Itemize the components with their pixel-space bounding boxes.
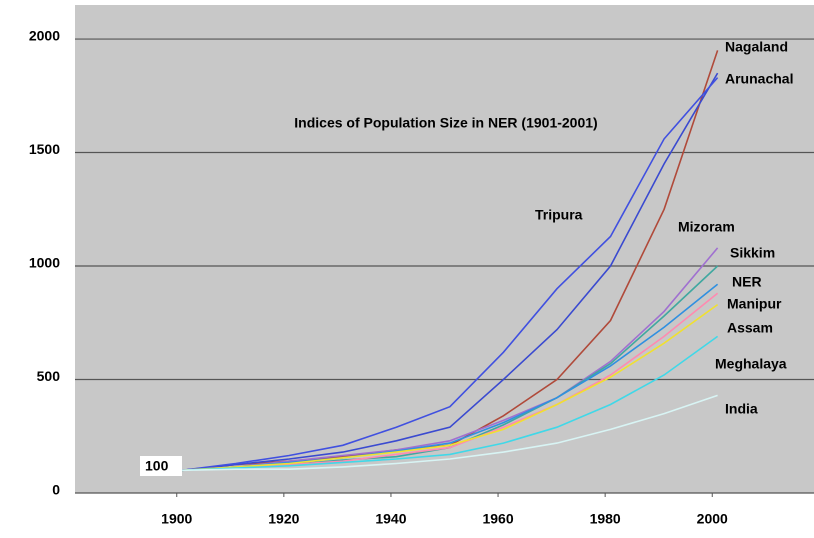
- series-label: Tripura: [535, 207, 583, 223]
- x-tick-label: 1980: [590, 511, 621, 527]
- y-tick-label: 1000: [29, 255, 60, 271]
- plot-area: [75, 5, 814, 493]
- x-tick-label: 2000: [697, 511, 728, 527]
- label-box: [140, 456, 182, 476]
- y-tick-label: 2000: [29, 28, 60, 44]
- series-line: [182, 335, 719, 472]
- series-label: Nagaland: [725, 39, 788, 55]
- series-line: [181, 77, 719, 472]
- series-label: India: [725, 401, 758, 417]
- x-tick-label: 1940: [375, 511, 406, 527]
- x-tick-label: 1960: [482, 511, 513, 527]
- y-tick-label: 1500: [29, 141, 60, 157]
- series-label: Arunachal: [725, 71, 793, 87]
- series-label: Meghalaya: [715, 356, 787, 372]
- series-line: [182, 72, 719, 472]
- x-tick-label: 1920: [268, 511, 299, 527]
- series-label: Assam: [727, 320, 773, 336]
- series-line: [182, 394, 718, 472]
- series-label: Sikkim: [730, 245, 775, 261]
- series-label: NER: [732, 274, 762, 290]
- x-tick-label: 1900: [161, 511, 192, 527]
- series-label: Manipur: [727, 296, 782, 312]
- chart-title: Indices of Population Size in NER (1901-…: [294, 115, 597, 131]
- y-tick-label: 0: [52, 482, 60, 498]
- y-tick-label: 500: [37, 368, 61, 384]
- start-label: 100: [145, 458, 169, 474]
- series-label: Mizoram: [678, 219, 735, 235]
- series-line: [182, 303, 719, 472]
